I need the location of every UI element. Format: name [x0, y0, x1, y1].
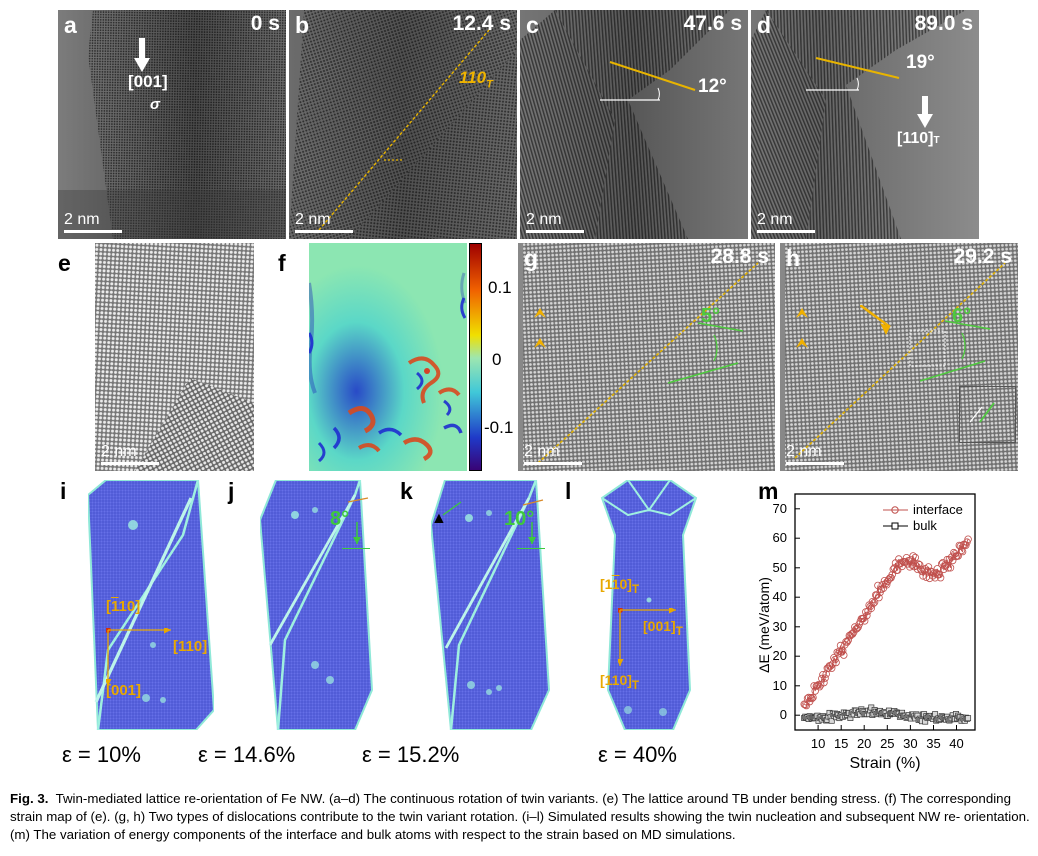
svg-text:20: 20 [773, 648, 787, 663]
svg-text:10: 10 [811, 736, 825, 751]
svg-text:15: 15 [834, 736, 848, 751]
svg-text:50: 50 [773, 560, 787, 575]
svg-text:interface: interface [913, 502, 963, 517]
svg-text:ΔE (meV/atom): ΔE (meV/atom) [756, 577, 772, 673]
svg-text:Strain (%): Strain (%) [849, 755, 920, 772]
svg-text:20: 20 [857, 736, 871, 751]
svg-text:35: 35 [926, 736, 940, 751]
svg-text:40: 40 [773, 589, 787, 604]
svg-text:0: 0 [780, 707, 787, 722]
svg-text:30: 30 [903, 736, 917, 751]
svg-text:30: 30 [773, 619, 787, 634]
svg-text:bulk: bulk [913, 518, 937, 533]
svg-text:10: 10 [773, 678, 787, 693]
svg-text:60: 60 [773, 530, 787, 545]
svg-text:25: 25 [880, 736, 894, 751]
svg-text:40: 40 [949, 736, 963, 751]
